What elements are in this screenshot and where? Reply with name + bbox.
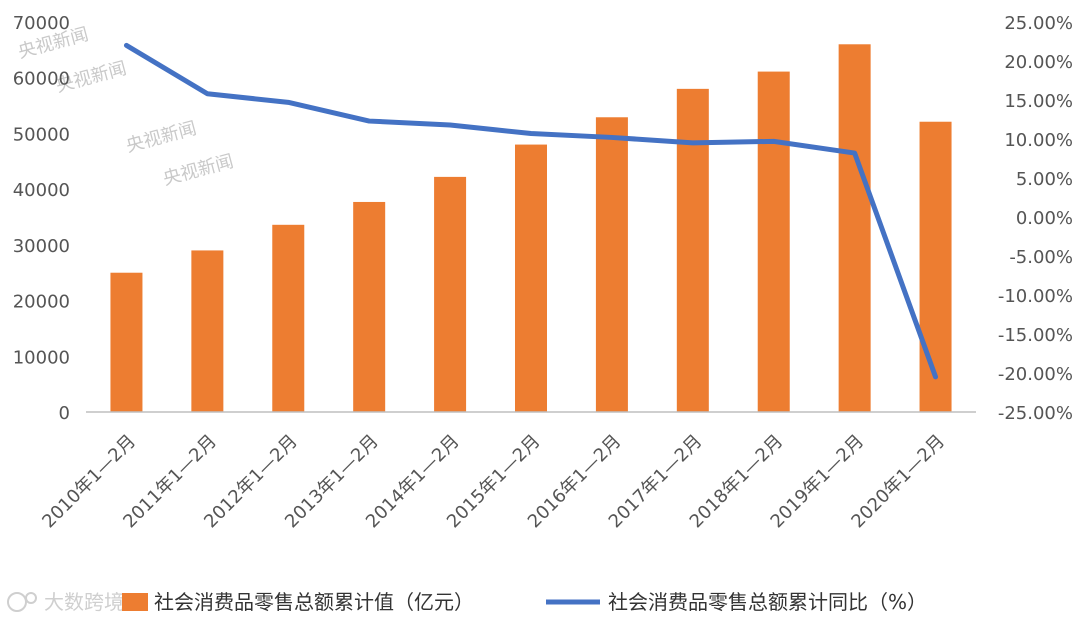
bar [434,176,467,412]
y-left-tick-label: 60000 [13,69,70,90]
y-right-tick-label: 15.00% [1004,91,1073,112]
y-right-axis: -25.00% -20.00% -15.00% -10.00% -5.00% 0.00% 5… [998,13,1073,424]
y-left-tick-label: 20000 [13,292,70,313]
bar [272,224,305,412]
bar [191,250,224,412]
bar [595,117,628,413]
watermark-text: 央视新闻 [161,151,236,190]
y-right-tick-label: 5.00% [1016,169,1073,190]
y-right-tick-label: 10.00% [1004,130,1073,151]
y-right-tick-label: -10.00% [998,286,1073,307]
y-left-tick-label: 10000 [13,347,70,368]
logo: 大数跨境 [7,590,124,614]
y-right-tick-label: 20.00% [1004,52,1073,73]
y-right-tick-label: -5.00% [1009,247,1073,268]
y-right-tick-label: 0.00% [1016,208,1073,229]
yoy-line [123,42,939,380]
bar [676,88,709,412]
y-right-tick-label: 25.00% [1004,13,1073,34]
bar [838,44,871,413]
legend-label-line: 社会消费品零售总额累计同比（%） [608,590,927,614]
logo-icon [7,592,27,612]
bar [110,272,143,412]
bar [757,71,790,412]
bar [515,144,547,413]
y-left-tick-label: 70000 [13,13,70,34]
y-right-tick-label: -15.00% [998,325,1073,346]
legend: 大数跨境 社会消费品零售总额累计值（亿元） 社会消费品零售总额累计同比（%） [7,590,927,614]
y-left-axis: 0 10000 20000 30000 40000 50000 60000 70000 [13,13,70,424]
watermark-layer: 央视新闻 央视新闻 央视新闻 央视新闻 [16,24,236,190]
y-left-tick-label: 40000 [13,180,70,201]
y-right-tick-label: -20.00% [998,364,1073,385]
y-left-tick-label: 0 [59,403,70,424]
bar-series [110,44,952,413]
watermark-text: 央视新闻 [124,118,199,157]
legend-label-bar: 社会消费品零售总额累计值（亿元） [154,590,474,614]
bar [353,201,386,412]
legend-swatch-bar [122,593,148,611]
y-right-tick-label: -25.00% [998,403,1073,424]
logo-text: 大数跨境 [44,590,124,614]
y-left-tick-label: 30000 [13,236,70,257]
logo-icon [25,592,37,604]
bar [919,121,952,412]
x-axis: 2010年1—2月2011年1—2月2012年1—2月2013年1—2月2014… [38,431,949,533]
y-left-tick-label: 50000 [13,124,70,145]
